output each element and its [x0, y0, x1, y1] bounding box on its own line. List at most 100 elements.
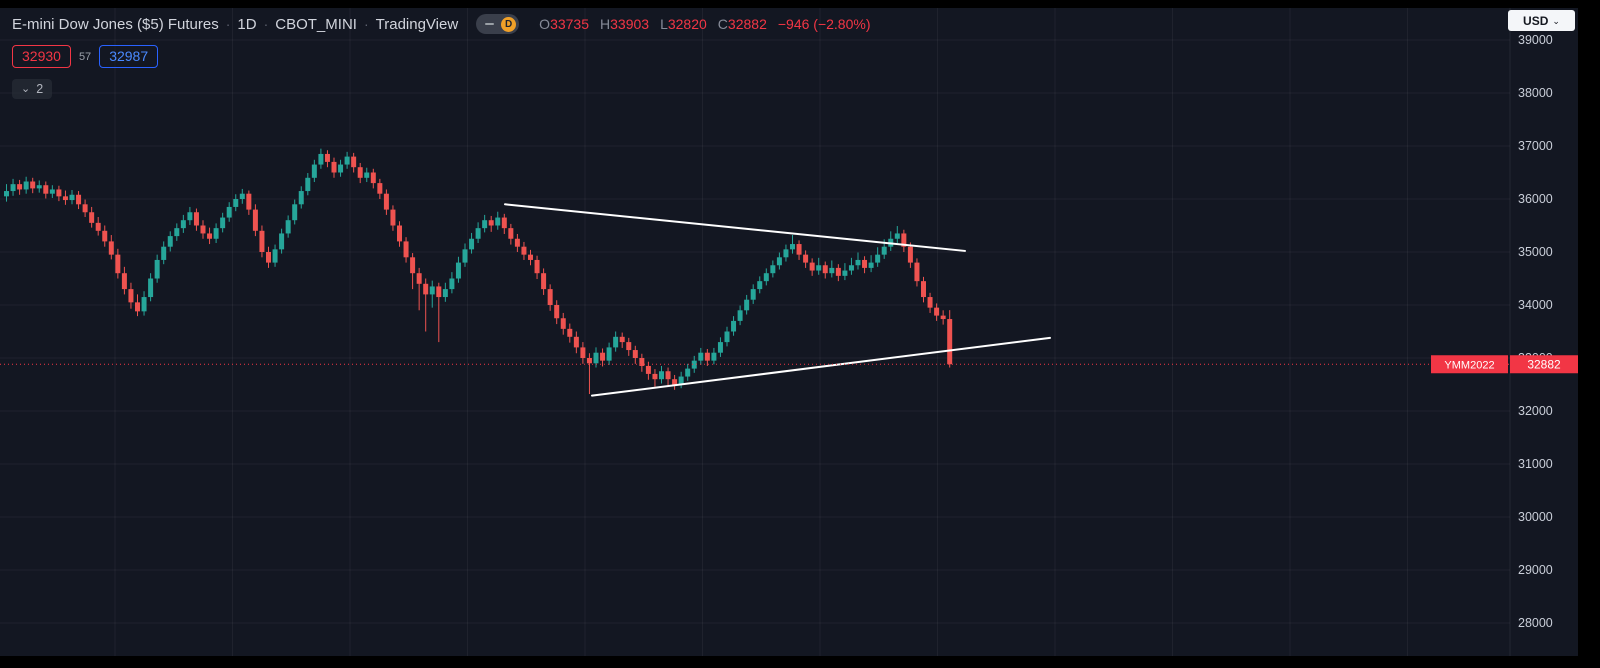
symbol-price-tag	[1431, 355, 1508, 374]
price-tick-label[interactable]: 39000	[1518, 33, 1553, 47]
candle-body	[508, 228, 514, 239]
triangle-lower-trendline[interactable]	[591, 336, 1051, 397]
candle-body	[501, 217, 507, 229]
candle-body	[724, 331, 730, 343]
candle-body	[416, 273, 422, 284]
candle-body	[442, 289, 448, 298]
symbol-title[interactable]: E-mini Dow Jones ($5) Futures	[12, 15, 219, 33]
candle-body	[436, 286, 442, 298]
candle-body	[128, 289, 134, 303]
candle-body	[180, 220, 186, 229]
candle-body	[934, 307, 940, 316]
candle-body	[82, 204, 88, 213]
currency-button[interactable]: USD ⌄	[1508, 10, 1575, 31]
price-tick-label[interactable]: 28000	[1518, 616, 1553, 630]
candle-body	[796, 244, 802, 255]
candle-body	[246, 193, 252, 210]
candle-body	[167, 236, 173, 247]
timeframe-toggle[interactable]: D	[476, 14, 520, 34]
candle-body	[311, 164, 317, 178]
candle-body	[737, 310, 743, 321]
candle-body	[521, 246, 527, 255]
candle-body	[600, 352, 606, 361]
candle-body	[790, 244, 795, 250]
candle-body	[383, 193, 389, 210]
ohlc-close: C32882	[718, 16, 767, 32]
candle-body	[141, 297, 147, 312]
candle-body	[901, 233, 907, 247]
legend-collapse-button[interactable]: ⌄ 2	[12, 79, 53, 99]
candle-body	[69, 194, 75, 201]
candle-body	[62, 196, 68, 201]
candle-body	[862, 259, 868, 268]
price-tick-label[interactable]: 32000	[1518, 404, 1553, 418]
buy-sell-panel: 32930 57 32987	[12, 45, 159, 68]
separator-dot: ·	[263, 16, 269, 32]
candle-body	[776, 257, 782, 266]
candle-body	[357, 167, 363, 178]
candle-body	[213, 228, 219, 239]
candle-body	[626, 342, 632, 351]
candle-body	[829, 267, 835, 274]
change-value: −946 (−2.80%)	[777, 16, 871, 32]
candle-body	[324, 153, 330, 162]
candle-body	[89, 212, 95, 223]
candle-body	[803, 254, 809, 263]
candle-body	[23, 181, 29, 190]
price-tick-label[interactable]: 34000	[1518, 298, 1553, 312]
price-tick-label[interactable]: 31000	[1518, 457, 1553, 471]
candle-body	[17, 184, 23, 190]
candle-body	[482, 220, 488, 229]
candle-body	[279, 233, 285, 250]
open-value: 33735	[550, 16, 589, 32]
ohlc-readout: O33735 H33903 L32820 C32882 −946 (−2.80%…	[539, 16, 870, 32]
candle-body	[455, 262, 461, 279]
candle-body	[95, 222, 101, 231]
candle-body	[593, 352, 599, 364]
candle-body	[619, 336, 625, 343]
buy-button[interactable]: 32987	[99, 45, 159, 68]
candle-body	[659, 371, 664, 380]
candle-body	[639, 358, 645, 366]
candle-body	[940, 315, 946, 320]
close-value: 32882	[727, 16, 767, 32]
symbol-price-tag-label: YMM2022	[1444, 359, 1494, 371]
sell-button[interactable]: 32930	[12, 45, 71, 68]
high-value: 33903	[610, 16, 650, 32]
candle-body	[875, 254, 881, 263]
candle-body	[763, 273, 769, 282]
high-label: H	[600, 16, 611, 32]
candle-body	[462, 249, 468, 263]
candle-body	[567, 328, 573, 337]
price-tick-label[interactable]: 37000	[1518, 139, 1553, 153]
candle-body	[121, 273, 127, 290]
candle-body	[148, 278, 154, 298]
candle-body	[947, 319, 953, 365]
price-tick-label[interactable]: 38000	[1518, 86, 1553, 100]
candle-body	[495, 217, 501, 226]
price-tick-label[interactable]: 35000	[1518, 245, 1553, 259]
candle-body	[377, 183, 383, 194]
candle-body	[423, 283, 429, 295]
exchange-label[interactable]: CBOT_MINI	[275, 15, 357, 33]
candle-body	[914, 262, 920, 282]
candle-body	[881, 246, 887, 255]
candle-body	[56, 189, 62, 197]
candle-body	[835, 267, 841, 276]
candle-body	[370, 172, 376, 184]
candle-body	[632, 350, 638, 358]
candle-body	[108, 241, 114, 255]
candle-body	[403, 241, 409, 258]
candle-body	[115, 254, 121, 274]
candle-body	[331, 161, 337, 173]
ohlc-low: L32820	[660, 16, 707, 32]
triangle-upper-trendline[interactable]	[504, 203, 966, 252]
price-tick-label[interactable]: 36000	[1518, 192, 1553, 206]
candlestick-chart[interactable]: 3900038000370003600035000340003300032000…	[0, 8, 1578, 656]
price-tick-label[interactable]: 30000	[1518, 510, 1553, 524]
interval-label[interactable]: 1D	[237, 15, 257, 33]
candle-body	[351, 156, 357, 168]
candle-body	[652, 373, 658, 380]
price-tick-label[interactable]: 29000	[1518, 563, 1553, 577]
candle-body	[541, 273, 547, 290]
